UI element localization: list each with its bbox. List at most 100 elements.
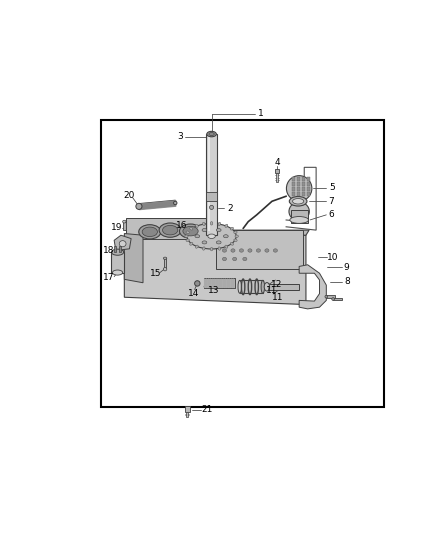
Bar [216, 230, 303, 269]
Bar [326, 295, 335, 298]
Bar [206, 192, 217, 200]
Ellipse shape [190, 243, 193, 245]
Text: 21: 21 [201, 405, 212, 414]
Text: 6: 6 [328, 211, 334, 220]
Text: 10: 10 [327, 253, 338, 262]
Ellipse shape [290, 197, 307, 206]
Text: 11: 11 [265, 286, 277, 295]
Polygon shape [114, 235, 131, 251]
Ellipse shape [195, 245, 198, 248]
Polygon shape [299, 265, 326, 309]
Bar [126, 218, 214, 239]
Ellipse shape [286, 176, 312, 201]
Text: 14: 14 [188, 289, 200, 298]
Ellipse shape [230, 243, 233, 245]
Ellipse shape [190, 227, 193, 230]
Bar [101, 120, 384, 407]
Text: 1: 1 [258, 109, 264, 118]
Ellipse shape [123, 220, 126, 223]
Bar [302, 177, 305, 181]
Ellipse shape [261, 280, 265, 293]
Bar [240, 280, 263, 293]
Text: 9: 9 [344, 263, 350, 272]
Ellipse shape [273, 249, 277, 252]
Ellipse shape [210, 247, 213, 251]
Text: 5: 5 [329, 183, 335, 192]
Ellipse shape [289, 202, 309, 221]
Ellipse shape [113, 270, 123, 275]
Ellipse shape [223, 257, 226, 261]
Bar [111, 252, 124, 272]
Ellipse shape [293, 199, 304, 204]
Bar [206, 134, 217, 235]
Ellipse shape [208, 234, 215, 238]
Text: 20: 20 [123, 191, 134, 200]
Text: 16: 16 [176, 221, 188, 230]
Ellipse shape [202, 241, 207, 244]
Text: 12: 12 [272, 280, 283, 289]
Ellipse shape [180, 224, 201, 238]
Ellipse shape [183, 227, 198, 236]
Bar [185, 406, 190, 412]
Ellipse shape [159, 223, 181, 237]
Ellipse shape [225, 224, 228, 228]
Text: 8: 8 [344, 277, 350, 286]
Bar [267, 284, 299, 289]
Ellipse shape [195, 224, 198, 228]
Bar [302, 182, 305, 185]
Ellipse shape [238, 280, 241, 293]
Bar [114, 246, 116, 252]
Ellipse shape [248, 249, 252, 252]
Ellipse shape [234, 239, 237, 241]
Ellipse shape [234, 231, 237, 233]
Ellipse shape [194, 281, 200, 286]
Polygon shape [124, 230, 309, 235]
Bar [164, 259, 166, 269]
Ellipse shape [216, 241, 221, 244]
Text: 3: 3 [177, 132, 183, 141]
Bar [307, 192, 311, 196]
Ellipse shape [243, 257, 247, 261]
Ellipse shape [290, 216, 308, 223]
Ellipse shape [332, 297, 335, 301]
Bar [333, 297, 342, 301]
Bar [292, 188, 295, 191]
Bar [307, 188, 311, 191]
Ellipse shape [231, 249, 235, 252]
Ellipse shape [185, 235, 188, 237]
Bar [275, 169, 279, 173]
Ellipse shape [256, 249, 261, 252]
Ellipse shape [207, 131, 216, 137]
Ellipse shape [136, 203, 142, 209]
Text: 19: 19 [111, 223, 123, 232]
Bar [119, 246, 121, 252]
Ellipse shape [265, 249, 269, 252]
Ellipse shape [233, 257, 237, 261]
Ellipse shape [209, 205, 214, 209]
Ellipse shape [195, 235, 200, 238]
Ellipse shape [186, 231, 189, 233]
Bar [186, 412, 188, 417]
Bar [292, 177, 295, 181]
Ellipse shape [235, 235, 238, 237]
Ellipse shape [162, 225, 178, 235]
Ellipse shape [163, 257, 167, 260]
Ellipse shape [202, 229, 207, 232]
Bar [297, 188, 300, 191]
Bar [292, 192, 295, 196]
Ellipse shape [225, 245, 228, 248]
Ellipse shape [216, 229, 221, 232]
Ellipse shape [223, 249, 226, 252]
Text: 13: 13 [208, 286, 219, 295]
Polygon shape [124, 233, 143, 282]
Text: 15: 15 [149, 269, 161, 278]
Ellipse shape [186, 239, 189, 241]
Bar [302, 188, 305, 191]
Bar [307, 177, 311, 181]
Ellipse shape [218, 247, 221, 250]
Ellipse shape [209, 133, 214, 135]
Bar [291, 210, 307, 223]
Text: 2: 2 [227, 204, 233, 213]
Bar [297, 177, 300, 181]
Text: 11: 11 [272, 293, 284, 302]
